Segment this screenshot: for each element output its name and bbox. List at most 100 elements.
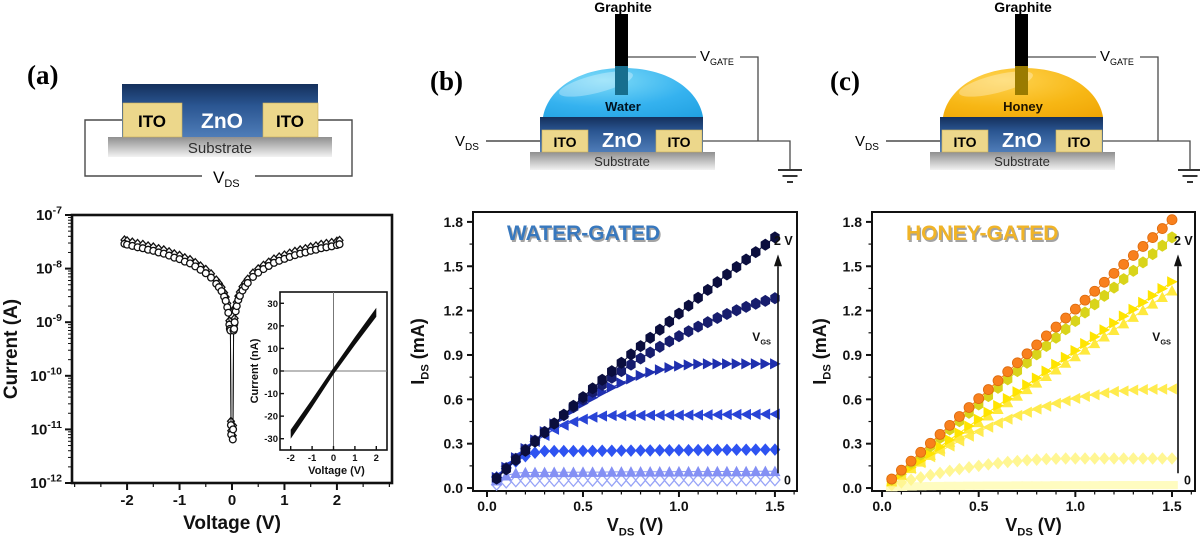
- x-tick-label: -2: [120, 492, 133, 509]
- series-sweep-open-circles: [120, 239, 344, 444]
- axes: 0.0 0.5 1.0 1.5 0.0 0.3 0.6 0.9 1.2 1.5 1.8: [444, 211, 798, 514]
- panel-title-shadow: HONEY-GATED: [907, 224, 1059, 247]
- ground-icon: [778, 169, 802, 183]
- substrate-label: Substrate: [594, 154, 650, 169]
- inset-x-title: Voltage (V): [308, 465, 365, 477]
- ground-icon: [1178, 169, 1200, 183]
- inset-y-title: Current (nA): [249, 338, 261, 403]
- x-tick-label: 1.5: [1162, 498, 1182, 514]
- y-axis-title: IDS (mA): [408, 318, 432, 385]
- inset-x-tick: 2: [374, 453, 379, 464]
- zno-label: ZnO: [201, 110, 243, 133]
- x-axis-title: VDS (V): [1005, 515, 1062, 539]
- inset-y-tick: -10: [264, 389, 278, 400]
- ito-label-right: ITO: [1067, 134, 1090, 150]
- ito-contact-left: [941, 129, 989, 153]
- gate-wire: [1028, 56, 1191, 170]
- panel-label-c: (c): [830, 66, 860, 96]
- series-group: [120, 235, 344, 444]
- inset-y-tick: 0: [273, 367, 278, 378]
- y-tick-label: 0.9: [843, 347, 863, 363]
- series-vgs-step5: [491, 358, 781, 483]
- substrate-label: Substrate: [994, 154, 1050, 169]
- ito-contact-left: [541, 129, 589, 153]
- y-tick-label: 1.2: [843, 303, 863, 319]
- inset-y-tick: 30: [267, 299, 278, 310]
- x-tick-label: 0.0: [872, 498, 892, 514]
- series-group: [490, 231, 781, 492]
- inset-y-tick: -30: [264, 434, 278, 445]
- ito-label-right: ITO: [276, 112, 304, 131]
- x-tick-label: 2: [333, 492, 341, 509]
- ito-label-left: ITO: [953, 134, 976, 150]
- y-tick-label: 10-7: [36, 205, 62, 224]
- liquid-label: Water: [605, 99, 641, 114]
- x-axis-title: Voltage (V): [183, 513, 281, 534]
- output-plot-honey: 0.0 0.5 1.0 1.5 0.0 0.3 0.6 0.9 1.2 1.5 1.8 VDS (V)…: [810, 211, 1196, 539]
- y-tick-label: 0.3: [444, 436, 464, 452]
- panel-label-a: (a): [27, 60, 59, 90]
- vds-label: VDS: [213, 168, 240, 190]
- x-tick-label: 0.0: [477, 498, 497, 514]
- gate-voltage-annotation: 2 V VGS 0: [1152, 234, 1193, 488]
- y-tick-label: 10-8: [36, 258, 62, 277]
- vgate-label: VGATE: [700, 48, 734, 67]
- panel-title: WATER-GATED: [507, 222, 660, 245]
- substrate-label: Substrate: [188, 140, 252, 157]
- x-tick-label: 1.0: [669, 498, 689, 514]
- substrate-layer: [930, 152, 1115, 170]
- x-tick-label: 0: [228, 492, 236, 509]
- y-axis-title: Current (A): [1, 299, 22, 399]
- axes: 0.0 0.5 1.0 1.5 0.0 0.3 0.6 0.9 1.2 1.5 1.8: [843, 211, 1196, 514]
- y-tick-label: 10-9: [36, 312, 62, 331]
- substrate-layer: [108, 137, 332, 157]
- vds-label: VDS: [455, 133, 479, 153]
- x-tick-label: 1.5: [765, 498, 785, 514]
- inset-x-tick: -2: [286, 453, 294, 464]
- gate-wire: [628, 56, 791, 170]
- y-tick-label: 0.0: [444, 480, 464, 496]
- inset-y-tick: -20: [264, 412, 278, 423]
- droplet-highlight-icon: [959, 71, 1033, 97]
- y-tick-label: 1.8: [843, 214, 863, 230]
- device-schematic-a: ZnO ITO ITO Substrate VDS: [84, 84, 353, 190]
- series-vgs-step2: [491, 465, 781, 486]
- x-tick-label: 0.5: [969, 498, 989, 514]
- x-tick-label: -1: [173, 492, 186, 509]
- graphite-rod-immersed: [615, 64, 628, 95]
- zno-label: ZnO: [602, 130, 642, 152]
- ito-contact-right: [655, 129, 703, 153]
- graphite-rod: [615, 14, 628, 66]
- gate-axis-label: VGS: [752, 330, 771, 346]
- vds-wire: [84, 119, 353, 177]
- gate-top-label: 2 V: [774, 234, 793, 248]
- series-vgs-2V: [886, 214, 1178, 485]
- liquid-label: Honey: [1003, 99, 1044, 114]
- ito-label-left: ITO: [553, 134, 576, 150]
- y-tick-label: 10-12: [30, 473, 62, 492]
- series-vgs-2V: [491, 231, 780, 485]
- ito-contact-left: [122, 102, 183, 138]
- x-tick-label: 0.5: [573, 498, 593, 514]
- vgate-label: VGATE: [1100, 48, 1134, 67]
- inset-x-tick: 1: [352, 453, 358, 464]
- ito-label-left: ITO: [138, 112, 166, 131]
- output-plot-water: 0.0 0.5 1.0 1.5 0.0 0.3 0.6 0.9 1.2 1.5 1.8 VDS (V)…: [408, 211, 798, 539]
- gate-axis-label: VGS: [1152, 330, 1171, 346]
- panel-title-shadow: WATER-GATED: [508, 224, 661, 247]
- x-tick-label: 1: [280, 492, 288, 509]
- inset-x-tick: 0: [331, 453, 336, 464]
- y-tick-label: 0.0: [843, 480, 863, 496]
- inset-y-tick: 20: [267, 321, 278, 332]
- series-vgs-step2: [886, 452, 1178, 492]
- x-axis-title: VDS (V): [607, 515, 664, 539]
- y-tick-label: 10-11: [31, 419, 62, 438]
- panel-title: HONEY-GATED: [906, 222, 1058, 245]
- y-tick-label: 10-10: [30, 366, 62, 385]
- series-group: [885, 214, 1178, 492]
- ito-contact-right: [1055, 129, 1103, 153]
- y-tick-label: 0.3: [843, 436, 863, 452]
